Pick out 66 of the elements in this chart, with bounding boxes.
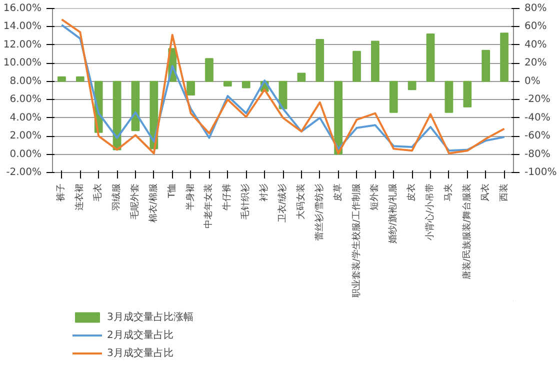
y-tick-label: 14.00% bbox=[3, 21, 42, 32]
x-tick-label: 衬衫 bbox=[258, 184, 270, 202]
bar bbox=[186, 80, 195, 96]
bar bbox=[371, 40, 380, 82]
x-tick-label: 婚纱/旗袍/礼服 bbox=[388, 183, 399, 244]
x-tick-label: 皮衣 bbox=[406, 184, 418, 202]
bar bbox=[352, 50, 361, 82]
x-tick-label: 羽绒服 bbox=[111, 184, 122, 210]
bar bbox=[500, 32, 508, 82]
bar bbox=[58, 76, 66, 82]
x-tick-label: 风衣 bbox=[480, 184, 491, 202]
bar bbox=[297, 72, 306, 82]
x-tick-label: 职业套装/学生校服/工作制服 bbox=[350, 183, 362, 298]
bar bbox=[389, 80, 398, 113]
bar bbox=[426, 34, 435, 82]
y2-tick-label: -100% bbox=[524, 167, 557, 178]
x-tick-label: 中老年女装 bbox=[203, 184, 214, 228]
x-tick-label: 裤子 bbox=[56, 184, 67, 202]
y-tick-label: 2.00% bbox=[10, 130, 42, 142]
bar bbox=[316, 38, 324, 82]
y-tick-label: 0.00% bbox=[10, 148, 42, 160]
y-tick-label: 6.00% bbox=[10, 94, 42, 106]
x-tick-label: 毛针织衫 bbox=[240, 184, 252, 220]
bar bbox=[334, 80, 343, 155]
legend-label: 2月成交量占比 bbox=[107, 328, 174, 342]
x-tick-label: 半身裙 bbox=[184, 184, 196, 210]
y2-tick-label: 40% bbox=[524, 39, 547, 50]
legend-label: 3月成交量占比涨幅 bbox=[107, 310, 194, 324]
x-tick-label: 毛衣 bbox=[92, 184, 104, 202]
x-tick-label: T恤 bbox=[166, 184, 178, 199]
x-tick-label: 棉衣/棉服 bbox=[148, 183, 159, 223]
x-tick-label: 皮草 bbox=[332, 184, 344, 202]
x-tick-label: 蕾丝衫/雪纺衫 bbox=[314, 183, 325, 241]
y2-tick-label: -80% bbox=[524, 148, 550, 160]
bar bbox=[482, 50, 490, 82]
bar bbox=[242, 80, 250, 88]
bar bbox=[205, 58, 214, 82]
legend-label: 3月成交量占比 bbox=[107, 346, 174, 360]
bar bbox=[463, 80, 472, 108]
y2-tick-label: 0% bbox=[524, 76, 540, 87]
bar bbox=[444, 80, 454, 113]
y-tick-label: 4.00% bbox=[10, 112, 42, 124]
bar bbox=[76, 76, 84, 82]
y-tick-label: 10.00% bbox=[3, 58, 42, 69]
y-tick-label: -2.00% bbox=[6, 167, 42, 178]
x-tick-label: 连衣裙 bbox=[74, 184, 86, 210]
y-tick-label: 16.00% bbox=[3, 3, 42, 14]
x-tick-label: 卫衣/绒衫 bbox=[277, 183, 288, 223]
y-tick-label: 12.00% bbox=[3, 39, 42, 50]
bar bbox=[408, 80, 416, 90]
x-tick-label: 马夹 bbox=[442, 184, 454, 202]
x-tick-label: 毛呢外套 bbox=[129, 184, 140, 220]
y2-tick-label: 20% bbox=[524, 58, 547, 69]
x-tick-label: 大码女装 bbox=[295, 184, 306, 220]
x-tick-label: 唐装/民族服装/舞台服装 bbox=[461, 183, 472, 280]
y2-tick-label: -20% bbox=[524, 94, 550, 106]
bar bbox=[223, 80, 232, 86]
y-tick-label: 8.00% bbox=[10, 76, 42, 87]
x-tick-label: 小背心/小吊带 bbox=[424, 183, 436, 241]
y2-tick-label: -40% bbox=[524, 112, 550, 124]
y2-tick-label: 80% bbox=[524, 3, 547, 14]
x-tick-label: 西装 bbox=[498, 184, 510, 202]
y2-tick-label: -60% bbox=[524, 130, 550, 142]
x-tick-label: 牛仔裤 bbox=[222, 184, 233, 210]
x-tick-label: 短外套 bbox=[369, 184, 380, 210]
y2-tick-label: 60% bbox=[524, 21, 547, 32]
